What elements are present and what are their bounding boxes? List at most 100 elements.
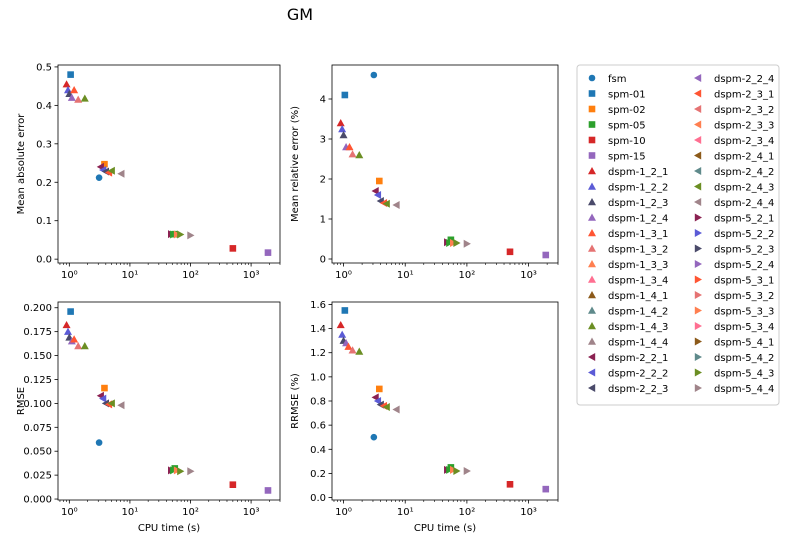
- dspm-1-point: [67, 93, 76, 101]
- legend-marker: [588, 136, 596, 144]
- x-tick-label: 10⁰: [61, 270, 78, 281]
- x-tick-label: 10³: [520, 507, 537, 518]
- legend-entry: dspm-5_2_2: [694, 229, 774, 240]
- legend-label: dspm-5_4_1: [714, 337, 774, 348]
- dspm-5-point: [177, 467, 185, 476]
- y-tick-label: 2: [320, 175, 326, 186]
- legend-label: fsm: [608, 74, 626, 85]
- legend-label: dspm-5_2_4: [714, 260, 774, 271]
- fsm-point: [95, 439, 103, 446]
- dspm-2-point: [382, 199, 390, 208]
- legend-label: dspm-1_4_4: [608, 337, 668, 348]
- legend-entry: dspm-2_3_4: [694, 136, 774, 147]
- legend-entry: dspm-5_3_3: [694, 306, 774, 317]
- legend-label: dspm-5_3_2: [714, 291, 774, 302]
- dspm-1-point: [336, 320, 345, 329]
- legend-entry: spm-01: [588, 89, 646, 100]
- legend-label: dspm-1_4_2: [608, 306, 668, 317]
- legend-label: dspm-5_2_3: [714, 244, 774, 255]
- legend-entry: dspm-5_3_1: [694, 275, 774, 286]
- axes-frame: [331, 64, 559, 264]
- dspm-1-point: [70, 335, 79, 343]
- axes-frame: [57, 64, 281, 264]
- dspm-5-point: [170, 230, 178, 239]
- legend-marker: [694, 384, 702, 392]
- legend-entry: dspm-2_2_2: [588, 368, 668, 379]
- legend-label: dspm-2_2_2: [608, 368, 668, 379]
- figure-title: GM: [287, 5, 313, 24]
- dspm-5-point: [187, 467, 195, 476]
- legend-entry: spm-15: [588, 151, 646, 162]
- legend-marker: [588, 152, 596, 159]
- legend-entry: dspm-2_4_2: [694, 167, 774, 178]
- legend-marker: [694, 322, 702, 330]
- legend-entry: dspm-1_3_4: [588, 275, 668, 286]
- legend-label: dspm-2_2_3: [608, 384, 668, 395]
- dspm-5-point: [463, 239, 471, 248]
- legend-entry: dspm-5_3_4: [694, 322, 774, 333]
- legend-label: spm-10: [608, 136, 646, 147]
- y-tick-label: 1.0: [310, 372, 326, 383]
- dspm-1-point: [74, 342, 83, 350]
- legend-marker: [694, 120, 702, 129]
- spm-10-point: [506, 248, 514, 256]
- legend-marker: [588, 322, 596, 330]
- legend-label: dspm-1_4_3: [608, 322, 668, 333]
- dspm-1-point: [345, 143, 354, 151]
- dspm-2-point: [392, 201, 400, 209]
- spm-02-point: [101, 160, 108, 168]
- y-tick-label: 0.200: [23, 303, 52, 314]
- y-tick-label: 1.2: [310, 348, 326, 359]
- x-tick-label: 10¹: [122, 507, 139, 518]
- legend-label: dspm-1_2_1: [608, 167, 668, 178]
- spm-02-point: [375, 177, 383, 185]
- legend-entry: dspm-2_2_3: [588, 384, 668, 395]
- legend-marker: [588, 229, 596, 237]
- dspm-2-point: [371, 187, 379, 195]
- legend-label: dspm-2_2_1: [608, 353, 668, 364]
- legend-label: dspm-1_2_2: [608, 182, 668, 193]
- chart-panels: 10⁰ 10¹ 10² 10³ 0.0 0.1 0.2 0.3 0.4 0.5 Mean absol…: [16, 62, 559, 534]
- x-tick-label: 10¹: [397, 507, 414, 518]
- legend-label: dspm-1_3_2: [608, 244, 668, 255]
- legend-entry: dspm-5_2_1: [694, 213, 774, 224]
- y-tick-label: 0: [320, 255, 326, 266]
- legend-entry: dspm-1_3_3: [588, 260, 668, 271]
- spm-01-point: [67, 308, 74, 315]
- dspm-5-point: [170, 466, 178, 475]
- dspm-1-point: [348, 346, 357, 354]
- dspm-2-point: [373, 191, 382, 199]
- dspm-5-point: [453, 467, 461, 476]
- dspm-2-point: [382, 403, 390, 412]
- legend: fsm spm-01 spm-02 spm-05 spm-10 spm-15 dspm-1_…: [576, 64, 780, 406]
- legend-marker: [588, 182, 596, 190]
- legend-label: spm-05: [608, 120, 646, 131]
- y-tick-label: 1: [320, 215, 326, 226]
- legend-marker: [694, 260, 702, 268]
- legend-label: dspm-1_3_3: [608, 260, 668, 271]
- spm-10-point: [229, 245, 237, 252]
- dspm-1-point: [339, 131, 348, 139]
- x-tick-label: 10¹: [397, 270, 414, 281]
- dspm-1-point: [63, 327, 72, 335]
- legend-marker: [588, 260, 596, 268]
- legend-marker: [694, 182, 702, 191]
- dspm-2-point: [373, 397, 382, 405]
- legend-label: dspm-2_4_1: [714, 151, 774, 162]
- y-axis-label: Mean relative error (%): [290, 106, 301, 222]
- legend-label: dspm-1_3_4: [608, 275, 668, 286]
- fsm-point: [370, 71, 378, 79]
- y-tick-label: 0.3: [36, 139, 52, 150]
- legend-marker: [694, 151, 702, 160]
- dspm-2-point: [117, 401, 125, 410]
- x-tick-label: 10⁰: [335, 507, 352, 518]
- legend-label: dspm-2_3_3: [714, 120, 774, 131]
- legend-entry: dspm-1_2_2: [588, 182, 668, 193]
- panel-1: 10⁰ 10¹ 10² 10³ 0.0 0.1 0.2 0.3 0.4 0.5 Mean absol…: [16, 62, 281, 281]
- legend-entry: dspm-2_3_2: [694, 105, 774, 116]
- dspm-1-point: [338, 330, 347, 338]
- dspm-1-point: [62, 320, 71, 329]
- y-tick-label: 0.2: [310, 469, 326, 480]
- y-tick-label: 4: [320, 95, 326, 106]
- dspm-2-point: [392, 405, 400, 414]
